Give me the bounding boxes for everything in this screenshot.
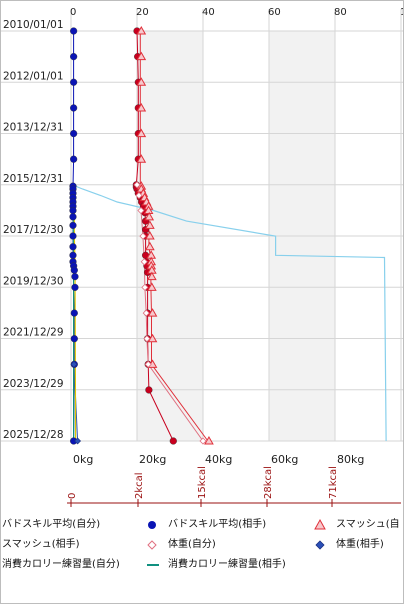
legend-row: バドスキル平均(自分) バドスキル平均(相手) スマッシュ(自 <box>0 516 404 534</box>
y-tick-label: 2010/01/01 <box>3 19 64 31</box>
diamond-open-icon <box>146 536 158 561</box>
data-point <box>137 206 145 215</box>
bottom-tick-label: 80kg <box>337 453 364 466</box>
data-point <box>136 25 147 35</box>
data-point <box>69 243 77 251</box>
data-point <box>147 333 158 343</box>
legend-label: バドスキル平均(自分) <box>2 519 101 530</box>
data-point <box>145 220 155 229</box>
data-point <box>142 309 150 317</box>
legend-label: 体重(自分) <box>168 539 216 550</box>
data-point <box>74 437 82 445</box>
calorie-tick-label: 28kcal <box>263 466 274 499</box>
y-tick-label: 2012/01/01 <box>3 70 64 82</box>
data-point <box>136 154 147 163</box>
legend-label: 消費カロリー練習量(自分) <box>2 559 120 570</box>
data-point <box>69 251 77 259</box>
data-point <box>145 386 153 394</box>
data-point <box>141 283 149 291</box>
data-point <box>169 437 177 445</box>
data-point <box>145 230 155 240</box>
data-point <box>69 221 77 229</box>
data-point <box>147 308 158 317</box>
diamond-icon <box>314 536 326 561</box>
data-point <box>146 282 157 291</box>
top-tick-label: 0 <box>70 7 76 18</box>
y-tick-label: 2017/12/30 <box>3 224 64 236</box>
top-tick-label: 40 <box>202 7 215 18</box>
legend-label: 消費カロリー練習量(相手) <box>168 559 286 570</box>
data-point <box>145 241 155 251</box>
data-point <box>70 27 78 35</box>
bottom-tick-label: 0kg <box>73 453 93 466</box>
data-point <box>140 258 148 266</box>
data-point <box>71 283 79 291</box>
data-point <box>70 335 78 343</box>
data-point <box>69 206 77 215</box>
data-point <box>70 309 78 317</box>
series-line <box>73 184 387 441</box>
y-tick-label: 2025/12/28 <box>3 429 64 441</box>
data-point <box>70 78 78 86</box>
data-point <box>135 191 143 200</box>
data-point <box>133 181 141 189</box>
legend-row: 消費カロリー練習量(自分) 消費カロリー練習量(相手) <box>0 556 404 574</box>
top-tick-label: 60 <box>268 7 281 18</box>
data-point <box>70 266 78 274</box>
data-point <box>136 128 147 138</box>
legend-row: スマッシュ(相手) 体重(自分) 体重(相手) <box>0 536 404 554</box>
data-point <box>69 213 77 221</box>
y-tick-label: 2013/12/31 <box>3 122 64 134</box>
data-point <box>144 360 152 368</box>
bottom-tick-label: 40kg <box>205 453 232 466</box>
data-point <box>70 53 78 61</box>
calorie-tick-label: 71kcal <box>328 466 339 499</box>
line-chart: 2010/01/01 2012/01/01 2013/12/31 2015/12/31… <box>1 7 404 507</box>
legend-label: バドスキル平均(相手) <box>168 519 267 530</box>
legend-label: 体重(相手) <box>336 539 384 550</box>
bottom-tick-label: 20kg <box>139 453 166 466</box>
data-point <box>136 77 147 86</box>
legend-label: スマッシュ(自 <box>336 519 400 530</box>
top-tick-label: 20 <box>136 7 149 18</box>
data-point <box>143 335 151 343</box>
y-tick-label: 2023/12/29 <box>3 378 64 390</box>
circle-icon <box>146 516 158 541</box>
data-point <box>136 51 147 61</box>
top-tick-label: 10 <box>400 7 403 18</box>
bottom-tick-label: 60kg <box>271 453 298 466</box>
data-point <box>199 437 207 445</box>
data-point <box>139 232 147 240</box>
y-tick-label: 2019/12/30 <box>3 275 64 287</box>
calorie-tick-label: 0 <box>67 493 78 499</box>
top-tick-label: 80 <box>334 7 347 18</box>
calorie-tick-label: 15kcal <box>197 466 208 499</box>
line-icon <box>146 556 160 581</box>
data-point <box>71 273 79 281</box>
triangle-icon <box>314 516 326 541</box>
data-point <box>70 129 78 138</box>
data-point <box>144 211 155 221</box>
data-point <box>69 232 77 240</box>
legend-label: スマッシュ(相手) <box>2 539 80 550</box>
data-point <box>136 102 147 112</box>
data-point <box>146 271 157 281</box>
data-point <box>70 155 78 163</box>
data-point <box>204 435 214 445</box>
data-point <box>70 360 78 368</box>
y-tick-label: 2021/12/29 <box>3 327 64 339</box>
data-point <box>70 104 78 112</box>
calorie-tick-label: 2kcal <box>134 472 145 499</box>
y-tick-label: 2015/12/31 <box>3 173 64 185</box>
